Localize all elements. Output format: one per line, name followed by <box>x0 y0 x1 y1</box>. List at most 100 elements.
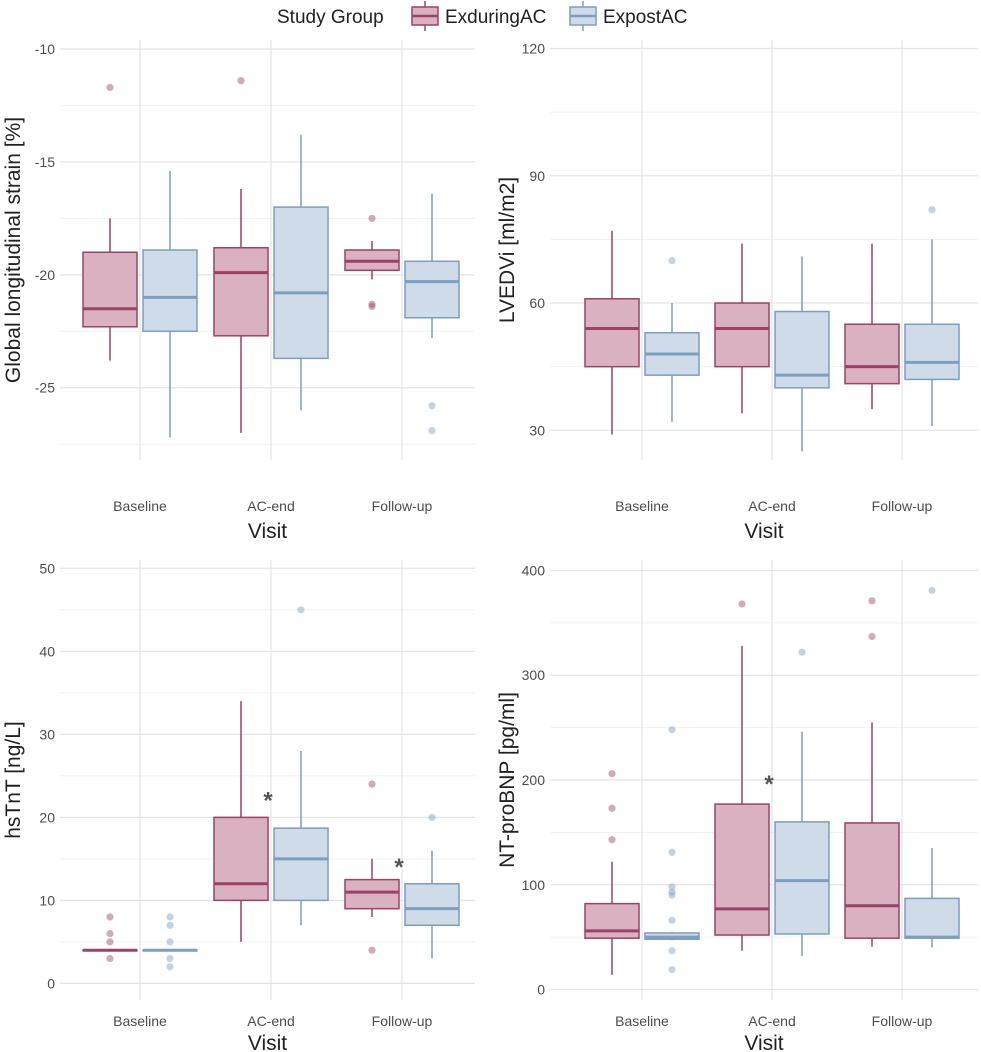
gls-xtick-label: Follow-up <box>372 498 433 514</box>
gls-outlier-exduringac <box>368 214 376 222</box>
chart-gls: -25 -20 -15 -10 Baseline AC-end Follow-up Visit… <box>2 40 475 543</box>
lvedvi-ytick-label: 60 <box>529 295 545 311</box>
hstnt-outlier-expostac <box>166 938 174 946</box>
hstnt-outlier-exduringac <box>106 954 114 963</box>
gls-xtick-label: AC-end <box>247 498 294 514</box>
gls-x-axis-title: Visit <box>248 520 287 543</box>
lvedvi-x-axis-title: Visit <box>744 520 783 543</box>
hstnt-box-expostac <box>404 883 460 927</box>
ntprobnp-ytick-label: 400 <box>522 562 546 578</box>
gls-box-expostac <box>142 249 198 333</box>
hstnt-outlier-exduringac <box>368 946 376 954</box>
ntprobnp-outlier-expostac <box>668 888 676 896</box>
chart-lvedvi: 30 60 90 120 Baseline AC-end Follow-up Visit LVE… <box>496 40 978 543</box>
ntprobnp-box-expostac <box>774 821 830 935</box>
hstnt-significance-star: * <box>263 788 273 815</box>
ntprobnp-outlier-expostac <box>668 883 676 891</box>
ntprobnp-ytick-label: 100 <box>522 877 546 893</box>
ntprobnp-outlier-expostac <box>798 648 806 656</box>
lvedvi-outlier-expostac <box>928 206 936 214</box>
ntprobnp-outlier-expostac <box>668 891 676 899</box>
legend-key-expostac <box>569 1 597 31</box>
lvedvi-box-expostac <box>904 323 960 381</box>
ntprobnp-ytick-label: 200 <box>522 772 546 788</box>
hstnt-ytick-label: 30 <box>39 726 55 742</box>
legend-key-exduringac <box>411 1 439 31</box>
gls-ytick-label: -10 <box>35 41 55 57</box>
ntprobnp-significance-star: * <box>764 771 774 798</box>
hstnt-xtick-label: Follow-up <box>372 1013 433 1029</box>
ntprobnp-box-exduringac <box>714 803 770 936</box>
hstnt-outlier-exduringac <box>106 938 114 946</box>
hstnt-x-axis-title: Visit <box>248 1032 287 1052</box>
gls-y-axis-title: Global longitudinal strain [%] <box>2 117 25 383</box>
ntprobnp-box-exduringac <box>584 902 640 939</box>
chart-hstnt: 0 10 20 30 40 50 Baseline AC-end Follow-up Visit h… <box>2 560 475 1052</box>
ntprobnp-outlier-expostac <box>668 848 676 856</box>
gls-box-expostac <box>273 206 329 360</box>
ntprobnp-xtick-label: AC-end <box>748 1013 795 1029</box>
gls-outlier-exduringac <box>368 300 376 308</box>
hstnt-ytick-label: 40 <box>39 643 55 659</box>
hstnt-box-exduringac <box>213 816 269 902</box>
legend-title: Study Group <box>277 7 384 28</box>
ntprobnp-xtick-label: Baseline <box>615 1013 669 1029</box>
ntprobnp-outlier-expostac <box>668 726 676 734</box>
hstnt-box-expostac <box>273 827 329 902</box>
gls-box-exduringac <box>82 251 138 328</box>
lvedvi-ytick-label: 90 <box>529 168 545 184</box>
hstnt-y-axis-title: hsTnT [ng/L] <box>2 721 25 839</box>
ntprobnp-outlier-exduringac <box>608 836 616 844</box>
lvedvi-y-axis-title: LVEDVi [ml/m2] <box>496 177 519 323</box>
hstnt-significance-star: * <box>394 854 404 881</box>
hstnt-xtick-label: AC-end <box>247 1013 294 1029</box>
ntprobnp-ytick-label: 0 <box>537 982 545 998</box>
lvedvi-ytick-label: 120 <box>522 40 546 56</box>
hstnt-outlier-expostac <box>166 963 174 971</box>
lvedvi-box-exduringac <box>584 298 640 368</box>
gls-ytick-label: -15 <box>35 154 55 170</box>
ntprobnp-outlier-exduringac <box>608 770 616 778</box>
hstnt-ytick-label: 50 <box>39 560 55 576</box>
ntprobnp-outlier-exduringac <box>608 804 616 812</box>
ntprobnp-outlier-expostac <box>928 586 936 594</box>
ntprobnp-xtick-label: Follow-up <box>872 1013 933 1029</box>
hstnt-outlier-expostac <box>297 606 305 614</box>
lvedvi-xtick-label: Baseline <box>615 498 669 514</box>
hstnt-outlier-expostac <box>428 813 436 821</box>
legend-label-expostac: ExpostAC <box>603 7 687 28</box>
ntprobnp-outlier-expostac <box>668 916 676 924</box>
legend: Study Group ExduringAC ExpostAC <box>277 1 687 31</box>
lvedvi-xtick-label: Follow-up <box>872 498 933 514</box>
ntprobnp-box-expostac <box>904 897 960 939</box>
lvedvi-outlier-expostac <box>668 257 676 265</box>
ntprobnp-outlier-exduringac <box>738 600 746 608</box>
lvedvi-xtick-label: AC-end <box>748 498 795 514</box>
gls-outlier-exduringac <box>106 83 114 92</box>
gls-box-exduringac <box>213 246 269 337</box>
legend-label-exduringac: ExduringAC <box>445 7 546 28</box>
gls-ytick-label: -20 <box>35 267 55 283</box>
gls-outlier-exduringac <box>368 302 376 311</box>
gls-outlier-expostac <box>428 402 436 410</box>
gls-outlier-exduringac <box>237 77 245 85</box>
ntprobnp-y-axis-title: NT-proBNP [pg/ml] <box>496 692 519 868</box>
lvedvi-box-exduringac <box>714 302 770 368</box>
gls-ytick-label: -25 <box>35 380 55 396</box>
hstnt-outlier-expostac <box>166 913 174 921</box>
hstnt-outlier-expostac <box>166 954 174 963</box>
lvedvi-ytick-label: 30 <box>529 422 545 438</box>
hstnt-ytick-label: 20 <box>39 809 55 825</box>
hstnt-ytick-label: 10 <box>39 892 55 908</box>
lvedvi-box-exduringac <box>844 323 900 385</box>
chart-ntprobnp: 0 100 200 300 400 Baseline AC-end Follow-up Visi… <box>496 560 978 1052</box>
hstnt-outlier-expostac <box>166 921 174 929</box>
hstnt-box-exduringac <box>344 878 400 910</box>
ntprobnp-x-axis-title: Visit <box>744 1032 783 1052</box>
gls-xtick-label: Baseline <box>113 498 167 514</box>
ntprobnp-outlier-expostac <box>668 947 676 955</box>
ntprobnp-box-exduringac <box>844 822 900 939</box>
hstnt-outlier-exduringac <box>106 913 114 921</box>
hstnt-xtick-label: Baseline <box>113 1013 167 1029</box>
